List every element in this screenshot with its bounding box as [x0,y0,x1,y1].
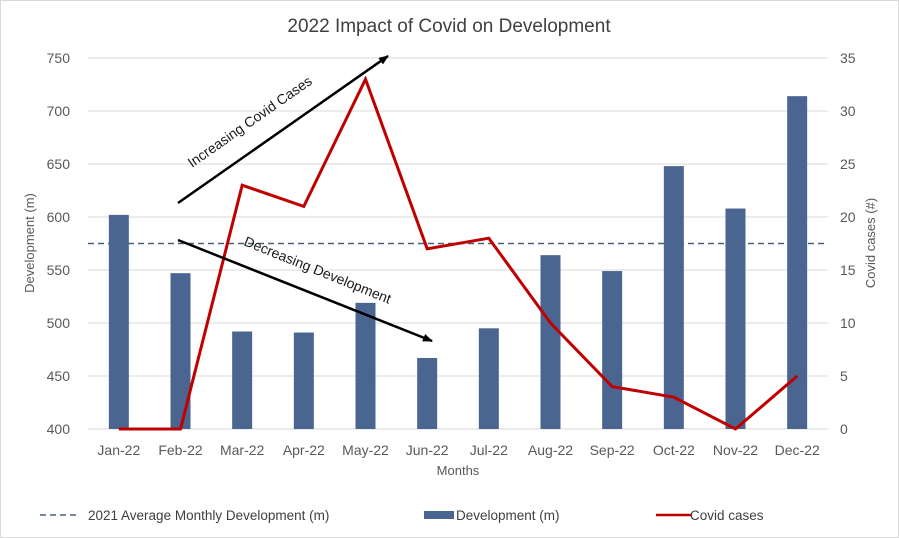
chart-title: 2022 Impact of Covid on Development [287,16,611,37]
dev-bar [108,214,129,429]
y-left-tick-label: 750 [47,50,71,66]
dev-bar [170,273,191,429]
y-left-tick-label: 500 [47,315,71,331]
legend-avg-label: 2021 Average Monthly Development (m) [88,508,329,523]
y-right-tick-label: 0 [840,421,848,437]
y-right-tick-label: 35 [840,50,856,66]
dev-bar [417,357,438,429]
legend-dev-label: Development (m) [456,508,560,523]
dev-bar [725,208,746,429]
y-axis-right-title: Covid cases (#) [863,198,878,288]
x-tick-label: Nov-22 [713,442,758,458]
covid-line [118,75,799,431]
decreasing-arrow [177,238,433,343]
x-tick-label: Apr-22 [283,442,325,458]
x-tick-label: Oct-22 [653,442,695,458]
y-right-tick-label: 25 [840,156,856,172]
y-left-tick-label: 550 [47,262,71,278]
dev-bar [232,331,253,429]
dev-bar [602,271,623,429]
dev-bar [787,96,808,429]
y-right-tick-label: 10 [840,315,856,331]
x-tick-label: Jan-22 [97,442,140,458]
legend-dev-swatch [424,511,454,519]
y-right-tick-label: 20 [840,209,856,225]
y-axis-left-title: Development (m) [22,193,37,293]
legend: 2021 Average Monthly Development (m) Dev… [40,508,764,523]
x-tick-label: Feb-22 [158,442,203,458]
x-axis-title: Months [437,463,480,478]
x-tick-label: Dec-22 [775,442,820,458]
y-left-tick-label: 700 [47,103,71,119]
x-tick-label: Mar-22 [220,442,265,458]
increasing-arrow [177,54,389,205]
legend-covid-label: Covid cases [690,508,764,523]
y-left-tick-label: 650 [47,156,71,172]
dev-bar [355,302,376,429]
x-tick-label: Jul-22 [470,442,508,458]
y-right-tick-label: 15 [840,262,856,278]
y-left-tick-label: 450 [47,368,71,384]
y-right-tick-label: 5 [840,368,848,384]
dev-bar [540,255,561,429]
dev-bar [663,166,684,429]
x-tick-label: May-22 [342,442,389,458]
x-tick-label: Aug-22 [528,442,573,458]
x-tick-label: Sep-22 [590,442,635,458]
dev-bar [293,332,314,429]
dev-bar [478,328,499,429]
y-left-tick-label: 400 [47,421,71,437]
x-tick-label: Jun-22 [406,442,449,458]
y-right-tick-label: 30 [840,103,856,119]
y-left-tick-label: 600 [47,209,71,225]
